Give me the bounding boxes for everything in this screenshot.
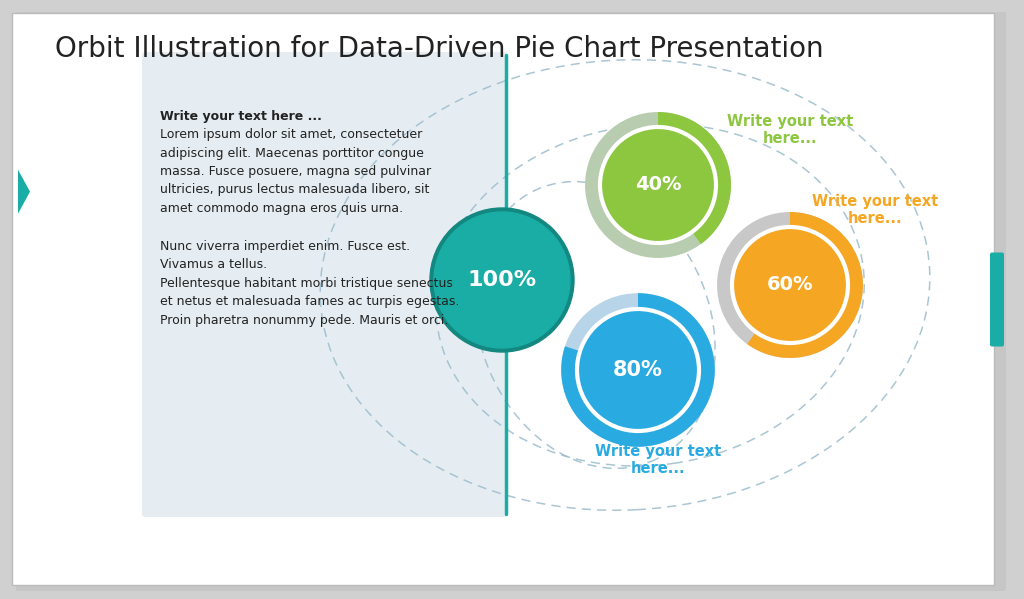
Text: Write your text
here...: Write your text here... bbox=[727, 114, 853, 146]
FancyBboxPatch shape bbox=[12, 13, 994, 585]
Text: Write your text
here...: Write your text here... bbox=[812, 194, 938, 226]
Wedge shape bbox=[561, 293, 715, 447]
Text: Lorem ipsum dolor sit amet, consectetuer
adipiscing elit. Maecenas porttitor con: Lorem ipsum dolor sit amet, consectetuer… bbox=[160, 128, 431, 215]
Circle shape bbox=[601, 128, 715, 242]
Wedge shape bbox=[561, 293, 715, 447]
Circle shape bbox=[430, 208, 574, 352]
FancyBboxPatch shape bbox=[16, 12, 1006, 591]
Text: 100%: 100% bbox=[467, 270, 537, 290]
Circle shape bbox=[578, 310, 698, 430]
Wedge shape bbox=[748, 212, 863, 358]
Text: Write your text here ...: Write your text here ... bbox=[160, 110, 322, 123]
Wedge shape bbox=[717, 212, 863, 358]
FancyBboxPatch shape bbox=[142, 52, 507, 517]
Polygon shape bbox=[18, 170, 30, 214]
Text: 60%: 60% bbox=[767, 276, 813, 295]
Wedge shape bbox=[585, 112, 731, 258]
Text: Write your text
here...: Write your text here... bbox=[595, 444, 721, 476]
Text: Nunc viverra imperdiet enim. Fusce est.
Vivamus a tellus.
Pellentesque habitant : Nunc viverra imperdiet enim. Fusce est. … bbox=[160, 240, 460, 327]
Text: 40%: 40% bbox=[635, 176, 681, 195]
FancyBboxPatch shape bbox=[990, 253, 1004, 346]
Text: Orbit Illustration for Data-Driven Pie Chart Presentation: Orbit Illustration for Data-Driven Pie C… bbox=[55, 35, 823, 63]
Circle shape bbox=[434, 212, 570, 348]
Text: 80%: 80% bbox=[613, 360, 663, 380]
Circle shape bbox=[733, 228, 847, 342]
Wedge shape bbox=[658, 112, 731, 244]
